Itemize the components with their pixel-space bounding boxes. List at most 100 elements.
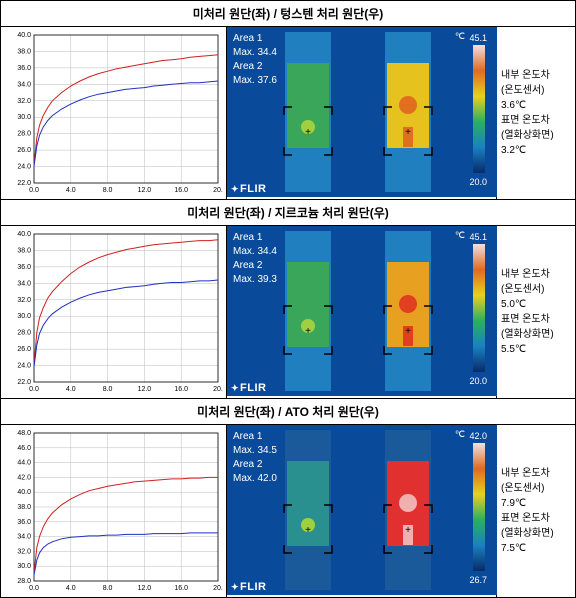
line-chart: 22.024.026.028.030.032.034.036.038.040.0… [4, 228, 224, 396]
area1-max: 34.4 [257, 246, 277, 257]
svg-text:22.0: 22.0 [17, 379, 31, 386]
chart-column: 22.024.026.028.030.032.034.036.038.040.0… [1, 226, 227, 398]
area1-max-label: Max. [233, 246, 255, 257]
thermal-column: ++45.120.0℃Area 1Max. 34.4Area 2Max. 37.… [227, 27, 497, 199]
area2-max-label: Max. [233, 473, 255, 484]
svg-text:44.0: 44.0 [17, 460, 31, 467]
svg-text:32.0: 32.0 [17, 548, 31, 555]
info-column: 내부 온도차 (온도센서) 7.9℃ 표면 온도차 (열화상화면) 7.5℃ [497, 425, 575, 597]
svg-text:22.0: 22.0 [17, 180, 31, 187]
panel-title: 미처리 원단(좌) / 텅스텐 처리 원단(우) [1, 1, 575, 27]
area1-label: Area 1 [233, 232, 263, 243]
inner-temp-sub: (온도센서) [501, 481, 571, 496]
thermal-column: ++42.026.7℃Area 1Max. 34.5Area 2Max. 42.… [227, 425, 497, 597]
svg-text:0.0: 0.0 [29, 187, 39, 194]
svg-text:30.0: 30.0 [17, 114, 31, 121]
svg-text:20.: 20. [213, 585, 223, 592]
thermal-column: ++45.120.0℃Area 1Max. 34.4Area 2Max. 39.… [227, 226, 497, 398]
inner-temp-sub: (온도센서) [501, 83, 571, 98]
flir-logo: FLIR [231, 382, 267, 394]
panel-1: 미처리 원단(좌) / 지르코늄 처리 원단(우) 22.024.026.028… [1, 200, 575, 399]
svg-text:24.0: 24.0 [17, 363, 31, 370]
svg-text:4.0: 4.0 [65, 585, 75, 592]
svg-text:30.0: 30.0 [17, 563, 31, 570]
unit: ℃ [455, 230, 465, 240]
svg-text:8.0: 8.0 [102, 386, 112, 393]
area1-max-label: Max. [233, 47, 255, 58]
svg-text:36.0: 36.0 [17, 519, 31, 526]
panel-body: 28.030.032.034.036.038.040.042.044.046.0… [1, 425, 575, 597]
line-chart: 28.030.032.034.036.038.040.042.044.046.0… [4, 427, 224, 595]
unit: ℃ [455, 31, 465, 41]
svg-text:34.0: 34.0 [17, 534, 31, 541]
svg-text:24.0: 24.0 [17, 164, 31, 171]
area2-label: Area 2 [233, 459, 263, 470]
svg-text:16.0: 16.0 [174, 386, 188, 393]
inner-temp-label: 내부 온도차 [501, 466, 571, 481]
svg-text:32.0: 32.0 [17, 98, 31, 105]
surface-temp-sub: (열화상화면) [501, 526, 571, 541]
area2-max-label: Max. [233, 274, 255, 285]
chart-column: 28.030.032.034.036.038.040.042.044.046.0… [1, 425, 227, 597]
inner-temp-sub: (온도센서) [501, 282, 571, 297]
surface-temp-label: 표면 온도차 [501, 312, 571, 327]
svg-text:16.0: 16.0 [174, 187, 188, 194]
info-column: 내부 온도차 (온도센서) 5.0℃ 표면 온도차 (열화상화면) 5.5℃ [497, 226, 575, 398]
inner-temp-value: 7.9℃ [501, 496, 571, 511]
panel-title: 미처리 원단(좌) / 지르코늄 처리 원단(우) [1, 200, 575, 226]
svg-text:38.0: 38.0 [17, 48, 31, 55]
svg-text:+: + [405, 326, 411, 337]
surface-temp-value: 5.5℃ [501, 342, 571, 357]
inner-temp-value: 5.0℃ [501, 297, 571, 312]
area2-max: 39.3 [257, 274, 277, 285]
svg-text:0.0: 0.0 [29, 386, 39, 393]
svg-text:40.0: 40.0 [17, 32, 31, 39]
surface-temp-sub: (열화상화면) [501, 327, 571, 342]
svg-text:40.0: 40.0 [17, 231, 31, 238]
svg-text:36.0: 36.0 [17, 264, 31, 271]
area2-label: Area 2 [233, 260, 263, 271]
surface-temp-label: 표면 온도차 [501, 511, 571, 526]
svg-text:20.: 20. [213, 187, 223, 194]
svg-text:4.0: 4.0 [65, 187, 75, 194]
svg-text:Max. 34.4: Max. 34.4 [233, 47, 277, 58]
svg-text:+: + [405, 127, 411, 138]
svg-text:46.0: 46.0 [17, 445, 31, 452]
inner-temp-value: 3.6℃ [501, 98, 571, 113]
svg-text:+: + [305, 326, 311, 337]
svg-text:28.0: 28.0 [17, 578, 31, 585]
svg-text:42.0: 42.0 [17, 474, 31, 481]
scale-max: 45.1 [469, 33, 487, 43]
svg-text:4.0: 4.0 [65, 386, 75, 393]
surface-temp-sub: (열화상화면) [501, 128, 571, 143]
panel-2: 미처리 원단(좌) / ATO 처리 원단(우) 28.030.032.034.… [1, 399, 575, 597]
inner-temp-label: 내부 온도차 [501, 267, 571, 282]
scale-min: 20.0 [469, 376, 487, 386]
svg-text:38.0: 38.0 [17, 247, 31, 254]
area2-max: 42.0 [257, 473, 277, 484]
svg-text:20.: 20. [213, 386, 223, 393]
svg-text:48.0: 48.0 [17, 430, 31, 437]
flir-logo: FLIR [231, 581, 267, 593]
svg-text:36.0: 36.0 [17, 65, 31, 72]
thermal-image: ++45.120.0℃Area 1Max. 34.4Area 2Max. 39.… [227, 226, 497, 396]
svg-text:12.0: 12.0 [137, 386, 151, 393]
svg-text:8.0: 8.0 [102, 585, 112, 592]
svg-text:34.0: 34.0 [17, 280, 31, 287]
svg-text:Max. 42.0: Max. 42.0 [233, 473, 277, 484]
svg-text:12.0: 12.0 [137, 585, 151, 592]
panel-body: 22.024.026.028.030.032.034.036.038.040.0… [1, 27, 575, 199]
svg-text:8.0: 8.0 [102, 187, 112, 194]
svg-text:Max. 34.5: Max. 34.5 [233, 445, 277, 456]
scale-min: 26.7 [469, 575, 487, 585]
area2-max-label: Max. [233, 75, 255, 86]
surface-temp-label: 표면 온도차 [501, 113, 571, 128]
area1-max: 34.4 [257, 47, 277, 58]
comparison-table: 미처리 원단(좌) / 텅스텐 처리 원단(우) 22.024.026.028.… [0, 0, 576, 598]
chart-column: 22.024.026.028.030.032.034.036.038.040.0… [1, 27, 227, 199]
svg-text:Max. 39.3: Max. 39.3 [233, 274, 277, 285]
svg-text:40.0: 40.0 [17, 489, 31, 496]
svg-text:32.0: 32.0 [17, 297, 31, 304]
svg-text:28.0: 28.0 [17, 131, 31, 138]
area1-label: Area 1 [233, 33, 263, 44]
